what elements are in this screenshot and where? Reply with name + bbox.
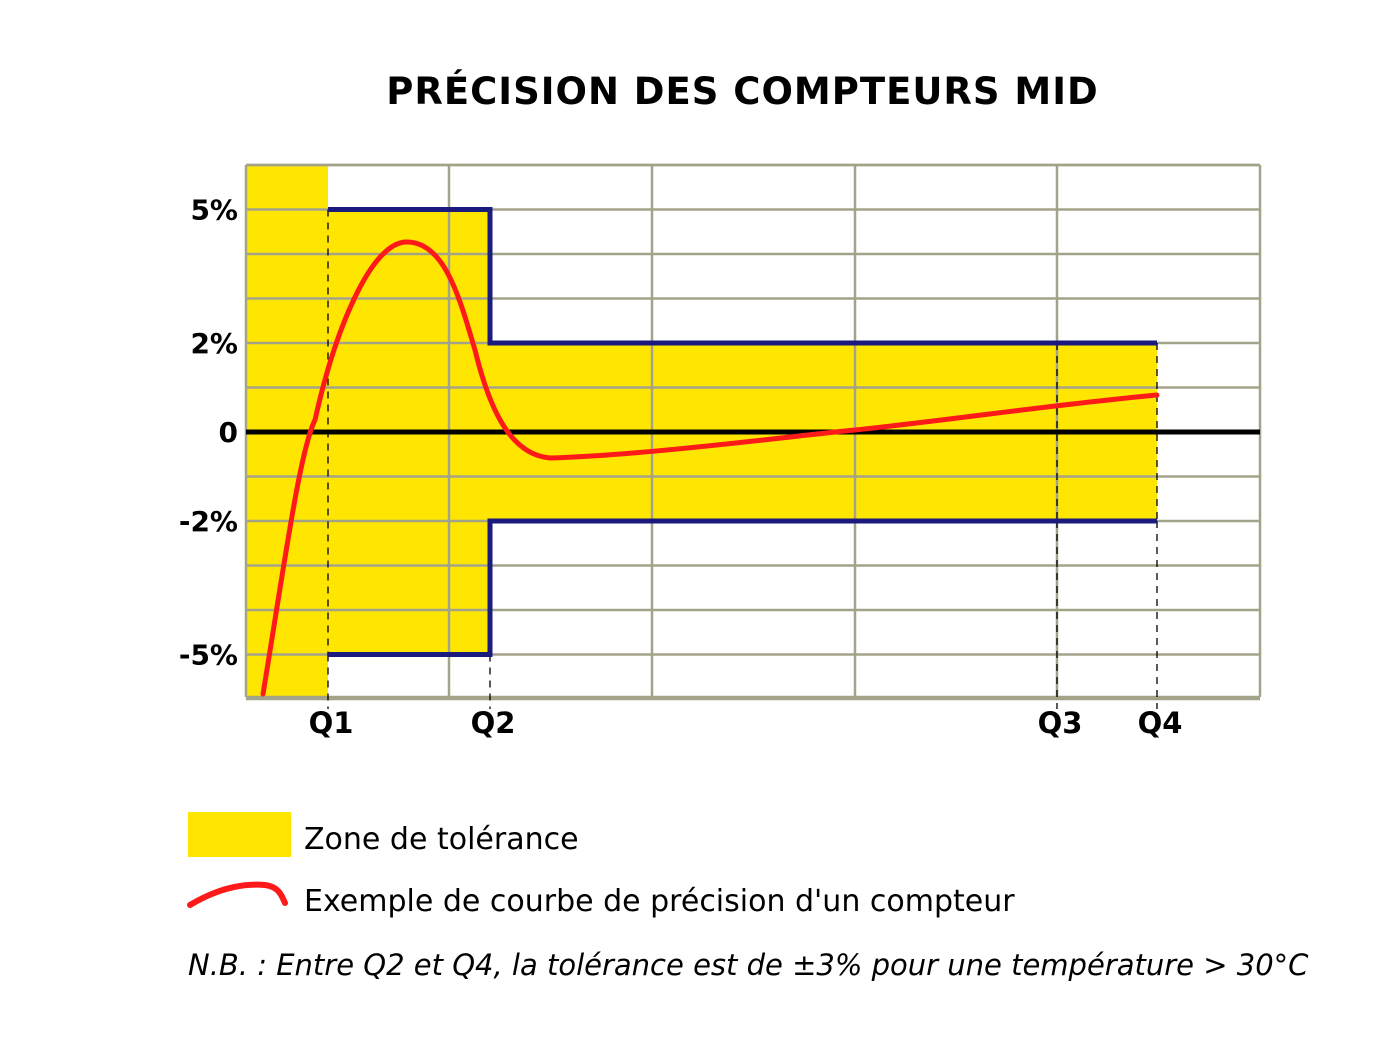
chart-title: PRÉCISION DES COMPTEURS MID [386,70,1099,113]
precision-curve [260,239,1160,697]
lower-bound [328,518,1157,657]
precision-curve-layer [260,239,1160,697]
xtick-label-q4: Q4 [1138,706,1183,740]
ytick-label: 0 [219,416,238,449]
legend-zone-swatch [188,812,291,857]
y-axis-ticks: 5% 2% 0 -2% -5% [179,194,238,672]
ytick-label: -2% [179,505,238,538]
x-axis-ticks: Q1 Q2 Q3 Q4 [309,706,1183,740]
legend-curve-icon [187,881,288,908]
xtick-label-q1: Q1 [309,706,354,740]
footnote: N.B. : Entre Q2 et Q4, la tolérance est … [188,948,1309,982]
ytick-label: 5% [190,194,238,227]
xtick-label-q2: Q2 [471,706,516,740]
legend-zone-label: Zone de tolérance [304,822,579,857]
ytick-label: 2% [190,327,238,360]
xtick-label-q3: Q3 [1038,706,1083,740]
legend-curve-label: Exemple de courbe de précision d'un comp… [304,884,1015,919]
upper-bound [328,207,1157,346]
ytick-label: -5% [179,639,238,672]
tolerance-bounds [328,207,1157,657]
